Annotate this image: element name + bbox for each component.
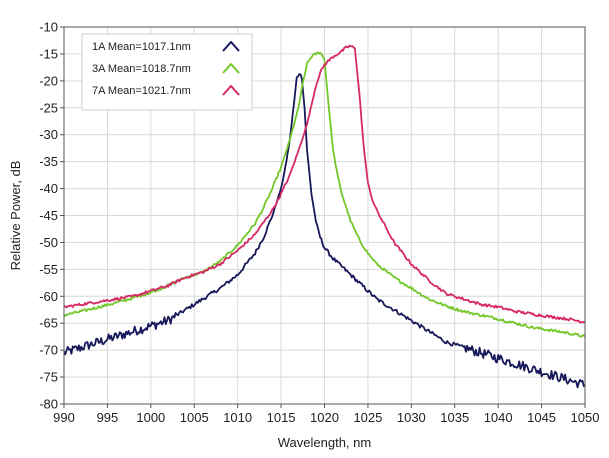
series-lines	[63, 44, 586, 389]
x-tick-label: 1015	[267, 410, 296, 425]
x-tick-label: 1000	[136, 410, 165, 425]
x-tick-label: 1025	[353, 410, 382, 425]
y-tick-label: -30	[39, 127, 58, 142]
y-tick-label: -60	[39, 289, 58, 304]
y-tick-label: -45	[39, 208, 58, 223]
y-tick-label: -20	[39, 73, 58, 88]
legend: 1A Mean=1017.1nm 3A Mean=1018.7nm 7A Mean=…	[81, 33, 253, 111]
x-tick-label: 990	[53, 410, 75, 425]
x-axis-label: Wavelength, nm	[278, 435, 371, 450]
x-tick-label: 1040	[484, 410, 513, 425]
legend-entry-label: 3A Mean=1018.7nm	[92, 63, 191, 75]
y-axis-label: Relative Power, dB	[8, 161, 23, 271]
x-tick-label: 1035	[440, 410, 469, 425]
y-tick-label: -25	[39, 100, 58, 115]
y-tick-label: -55	[39, 262, 58, 277]
y-tick-label: -65	[39, 316, 58, 331]
y-tick-label: -80	[39, 397, 58, 412]
legend-entry-label: 1A Mean=1017.1nm	[92, 41, 191, 53]
x-tick-label: 995	[97, 410, 119, 425]
y-tick-label: -10	[39, 20, 58, 35]
y-tick-label: -75	[39, 370, 58, 385]
y-axis-ticks: -10 -15 -20 -25 -30 -35 -40 -45 -50 -55 -60 -65 -70 -…	[39, 20, 64, 412]
legend-swatch	[222, 85, 240, 96]
x-tick-label: 1030	[397, 410, 426, 425]
x-axis-ticks: 990 995 1000 1005 1010 1015 1020 1025 1030 1035 10…	[53, 404, 599, 425]
x-tick-label: 1050	[571, 410, 600, 425]
legend-swatch	[222, 41, 240, 52]
y-tick-label: -70	[39, 343, 58, 358]
y-tick-label: -35	[39, 154, 58, 169]
y-tick-label: -50	[39, 235, 58, 250]
y-tick-label: -15	[39, 46, 58, 61]
legend-swatch	[222, 63, 240, 74]
series-line-3	[63, 44, 586, 324]
y-tick-label: -40	[39, 181, 58, 196]
x-tick-label: 1005	[180, 410, 209, 425]
x-tick-label: 1045	[527, 410, 556, 425]
series-line-1	[63, 73, 586, 389]
series-line-2	[63, 51, 586, 338]
x-tick-label: 1010	[223, 410, 252, 425]
x-tick-label: 1020	[310, 410, 339, 425]
legend-entry-label: 7A Mean=1021.7nm	[92, 85, 191, 97]
